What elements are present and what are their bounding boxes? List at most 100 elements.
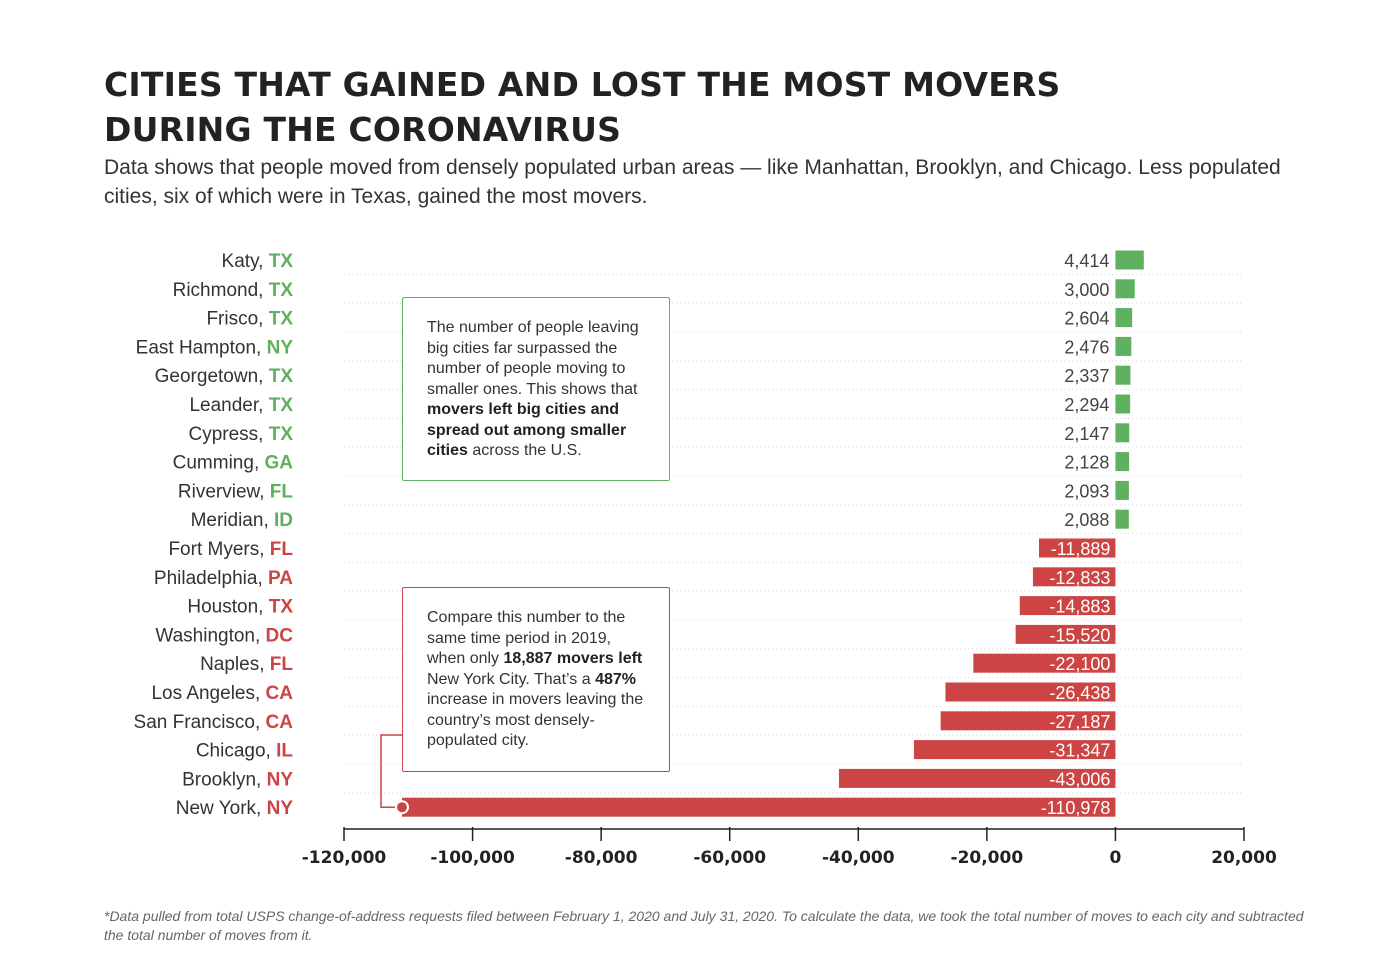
value-label: 2,604 [1064,309,1109,329]
category-label: Richmond, TX [173,280,294,301]
category-state: TX [269,251,294,272]
x-tick-label: -80,000 [565,848,638,868]
x-tick-label: -100,000 [430,848,515,868]
bar-loss [1038,538,1116,558]
bar-loss [838,768,1116,788]
loss-callout-text: Compare this number to the same time per… [427,609,626,667]
category-label: Meridian, ID [191,510,293,531]
category-city: New York, [176,798,267,819]
category-state: TX [269,366,294,387]
value-label: -11,889 [1051,539,1111,559]
gain-callout-text-end: across the U.S. [467,442,582,459]
value-label: -110,978 [1041,798,1111,818]
category-state: NY [267,798,294,819]
category-label: Cumming, GA [173,453,294,474]
value-label: -31,347 [1049,741,1110,761]
gain-callout-text: The number of people leaving big cities … [427,319,639,398]
chart-title: CITIES THAT GAINED AND LOST THE MOST MOV… [104,62,1284,152]
category-city: Naples, [200,654,270,675]
bar-gain [1115,250,1144,270]
category-label: Washington, DC [155,625,293,646]
value-label: 2,294 [1064,395,1109,415]
category-state: CA [266,712,294,733]
category-city: Frisco, [206,309,268,330]
value-label: 3,000 [1064,280,1109,300]
category-label: Naples, FL [200,654,293,675]
bar-gain [1115,336,1132,356]
category-state: DC [266,625,294,646]
category-state: TX [269,395,294,416]
value-label: -12,833 [1049,568,1110,588]
x-tick-label: -40,000 [822,848,895,868]
bar-loss [945,682,1116,702]
value-label: 2,476 [1064,337,1109,357]
bar-gain [1115,308,1133,328]
category-city: San Francisco, [134,712,266,733]
footnote: *Data pulled from total USPS change-of-a… [104,908,1304,943]
value-label: 2,088 [1064,510,1109,530]
category-state: PA [268,568,293,589]
value-label: 2,093 [1064,481,1109,501]
bar-gain [1115,279,1135,299]
bar-gain [1115,452,1130,472]
gain-callout-bold: movers left big cities and spread out am… [427,401,627,459]
value-label: 4,414 [1064,251,1109,271]
category-state: TX [269,309,294,330]
bar-loss [1019,596,1116,616]
category-state: IL [276,741,293,762]
loss-callout-text-end: increase in movers leaving the country’s… [427,691,644,749]
x-tick-label: -60,000 [693,848,766,868]
value-label: -15,520 [1049,625,1110,645]
category-state: GA [265,453,294,474]
bar-loss [401,797,1116,817]
category-state: CA [266,683,294,704]
bar-loss [1032,567,1116,587]
category-city: Fort Myers, [168,539,269,560]
chart-title-line: CITIES THAT GAINED AND LOST THE MOST MOV… [104,65,1061,104]
category-label: Los Angeles, CA [151,683,293,704]
category-label: New York, NY [176,798,294,819]
category-city: Chicago, [196,741,276,762]
value-label: 2,128 [1064,453,1109,473]
category-state: ID [274,510,293,531]
value-label: -43,006 [1049,769,1110,789]
category-city: Georgetown, [155,366,269,387]
category-label: Georgetown, TX [155,366,294,387]
category-city: Richmond, [173,280,269,301]
bar-gain [1115,480,1129,500]
category-label: Fort Myers, FL [168,539,293,560]
x-tick-label: 0 [1110,848,1122,868]
value-label: 2,147 [1064,424,1109,444]
category-state: TX [269,424,294,445]
category-city: Washington, [155,625,265,646]
category-label: Riverview, FL [178,481,293,502]
category-label: East Hampton, NY [136,337,294,358]
value-label: -22,100 [1049,654,1110,674]
category-label: Leander, TX [189,395,293,416]
category-state: FL [270,481,294,502]
bar-chart: Katy, TX 4,414 Richmond, TX 3,000 Frisco, TX… [134,250,1277,868]
callout-marker [394,800,409,815]
bar-gain [1115,394,1131,414]
category-label: Chicago, IL [196,741,294,762]
value-label: -26,438 [1049,683,1110,703]
category-city: Philadelphia, [154,568,268,589]
category-state: TX [269,597,294,618]
gain-callout-box: The number of people leaving big cities … [402,297,670,481]
category-label: Brooklyn, NY [182,769,293,790]
category-city: Brooklyn, [182,769,266,790]
category-label: Frisco, TX [206,309,293,330]
category-state: NY [267,769,294,790]
bar-loss [940,711,1116,731]
value-label: -27,187 [1049,712,1110,732]
bar-gain [1115,365,1131,385]
category-city: Cypress, [188,424,268,445]
category-label: Cypress, TX [188,424,293,445]
category-state: TX [269,280,294,301]
category-city: Meridian, [191,510,274,531]
category-city: Leander, [189,395,268,416]
category-state: NY [267,337,294,358]
category-label: San Francisco, CA [134,712,294,733]
chart-title-line: DURING THE CORONAVIRUS [104,110,622,149]
category-city: Los Angeles, [151,683,265,704]
